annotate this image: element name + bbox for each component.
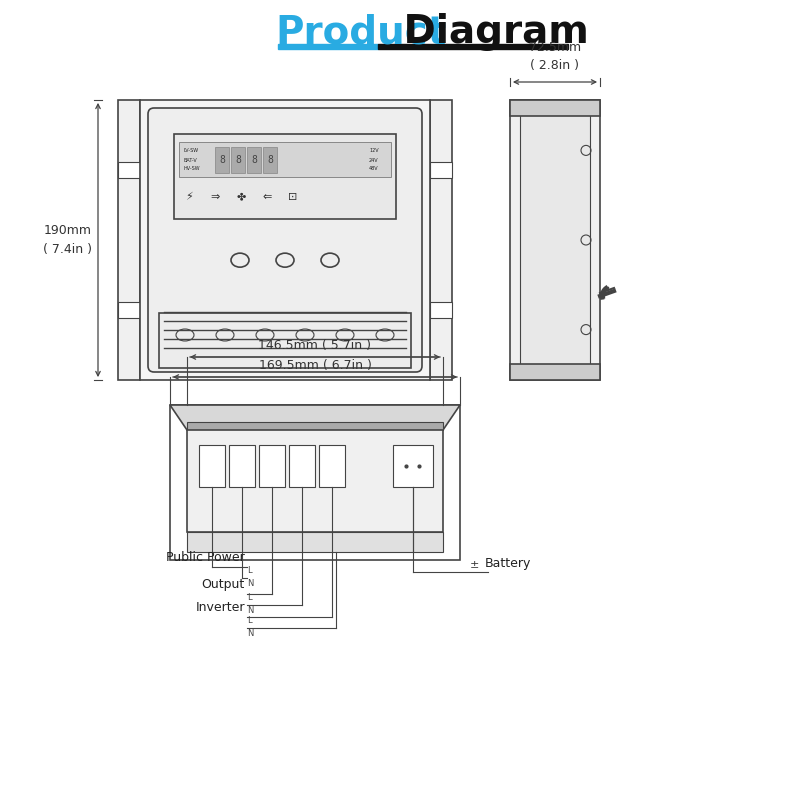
Text: ±: ±	[470, 560, 479, 570]
Text: 169.5mm ( 6.7in ): 169.5mm ( 6.7in )	[258, 359, 371, 372]
Bar	[187, 430, 443, 532]
Bar	[393, 445, 433, 487]
Bar	[170, 405, 460, 560]
Bar	[430, 302, 452, 318]
Text: ⚡: ⚡	[185, 192, 193, 202]
Bar	[174, 134, 396, 219]
Polygon shape	[170, 405, 460, 430]
Text: LV-SW: LV-SW	[183, 149, 198, 154]
Text: L: L	[247, 616, 252, 625]
Text: Battery: Battery	[485, 557, 531, 570]
Bar	[118, 162, 140, 178]
Bar	[247, 147, 261, 173]
Text: 8: 8	[251, 155, 257, 165]
Text: 12V: 12V	[369, 149, 378, 154]
Bar	[118, 100, 140, 380]
Text: 146.5mm ( 5.7in ): 146.5mm ( 5.7in )	[258, 339, 371, 352]
Text: 72.5mm
( 2.8in ): 72.5mm ( 2.8in )	[529, 41, 581, 72]
Bar	[289, 445, 315, 487]
Bar	[187, 422, 443, 430]
Text: 24V: 24V	[369, 158, 378, 162]
Text: 8: 8	[267, 155, 273, 165]
Text: 48V: 48V	[369, 166, 378, 171]
Text: BAT-V: BAT-V	[183, 158, 197, 162]
Text: HV-SW: HV-SW	[183, 166, 200, 171]
Text: L: L	[247, 593, 252, 602]
Bar	[263, 147, 277, 173]
Text: Public Power: Public Power	[166, 551, 245, 564]
Text: Diagram: Diagram	[390, 13, 589, 51]
Bar	[159, 313, 411, 368]
Bar	[215, 147, 229, 173]
Text: ⇒: ⇒	[210, 192, 220, 202]
Text: ⇐: ⇐	[262, 192, 272, 202]
Bar	[510, 100, 600, 116]
Bar	[231, 147, 245, 173]
Bar	[319, 445, 345, 487]
Bar	[378, 44, 568, 49]
Bar	[118, 302, 140, 318]
Text: N: N	[247, 579, 254, 588]
Text: ⊡: ⊡	[288, 192, 298, 202]
Bar	[229, 445, 255, 487]
Bar	[179, 142, 391, 177]
Bar	[510, 100, 600, 380]
Bar	[199, 445, 225, 487]
Text: Product: Product	[275, 13, 446, 51]
Bar	[140, 100, 430, 380]
Bar	[187, 532, 443, 552]
Text: 8: 8	[235, 155, 241, 165]
Text: N: N	[247, 629, 254, 638]
Text: N: N	[247, 606, 254, 615]
Bar	[259, 445, 285, 487]
Text: 8: 8	[219, 155, 225, 165]
FancyBboxPatch shape	[148, 108, 422, 372]
Bar	[278, 44, 378, 49]
Text: ✤: ✤	[236, 192, 246, 202]
Bar	[510, 364, 600, 380]
Text: Inverter: Inverter	[195, 601, 245, 614]
Bar	[430, 100, 452, 380]
Text: 190mm
( 7.4in ): 190mm ( 7.4in )	[43, 225, 92, 255]
Bar	[430, 162, 452, 178]
Text: L: L	[247, 566, 252, 575]
Text: Output: Output	[202, 578, 245, 591]
Bar	[520, 105, 590, 375]
